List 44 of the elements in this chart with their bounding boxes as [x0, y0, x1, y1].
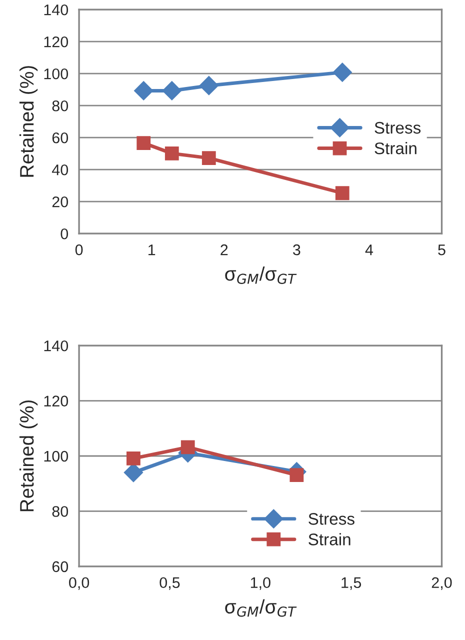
- x-tick-label: 1: [148, 244, 156, 256]
- x-tick-label: 0,0: [69, 577, 90, 590]
- point: [332, 62, 352, 82]
- y-axis-title: Retained (%): [19, 400, 38, 512]
- x-tick-label: 4: [365, 244, 374, 256]
- x-axis-title: σ$_{GM}$/σ$_{GT}$: [225, 599, 297, 617]
- legend-label: Strain: [308, 533, 350, 546]
- point: [180, 440, 195, 454]
- point: [202, 151, 216, 166]
- legend-label: Strain: [374, 142, 416, 154]
- y-tick-label: 140: [44, 340, 68, 352]
- y-tick-label: 40: [52, 164, 68, 176]
- point: [162, 81, 182, 100]
- x-tick-label: 3: [293, 244, 300, 256]
- y-tick-label: 100: [44, 450, 68, 462]
- x-tick-label: 2,0: [432, 577, 452, 590]
- point: [134, 81, 154, 100]
- point: [124, 463, 143, 482]
- x-tick-label: 1,5: [342, 577, 362, 590]
- y-axis-title: Retained (%): [19, 66, 38, 177]
- point: [199, 76, 218, 96]
- point: [136, 136, 151, 150]
- y-tick-label: 20: [52, 196, 68, 208]
- y-tick-label: 60: [52, 561, 68, 572]
- x-tick-label: 1,0: [250, 577, 270, 590]
- y-tick-label: 60: [52, 132, 68, 144]
- y-tick-label: 80: [52, 506, 68, 517]
- y-tick-label: 80: [52, 100, 68, 112]
- x-tick-label: 5: [438, 244, 446, 256]
- x-tick-label: 0: [75, 244, 83, 256]
- x-axis-title: σ$_{GM}$/σ$_{GT}$: [225, 266, 297, 284]
- point: [290, 468, 304, 482]
- legend-label: Stress: [308, 513, 354, 525]
- x-tick-label: 0,5: [160, 577, 180, 590]
- legend-label: Stress: [374, 122, 421, 134]
- x-tick-label: 2: [220, 244, 228, 256]
- point: [335, 186, 350, 200]
- y-tick-label: 120: [44, 396, 68, 406]
- point: [164, 146, 179, 160]
- y-tick-label: 140: [44, 4, 68, 16]
- point: [126, 452, 140, 466]
- y-tick-label: 0: [60, 228, 68, 240]
- y-tick-label: 100: [44, 68, 68, 80]
- y-tick-label: 120: [44, 36, 68, 48]
